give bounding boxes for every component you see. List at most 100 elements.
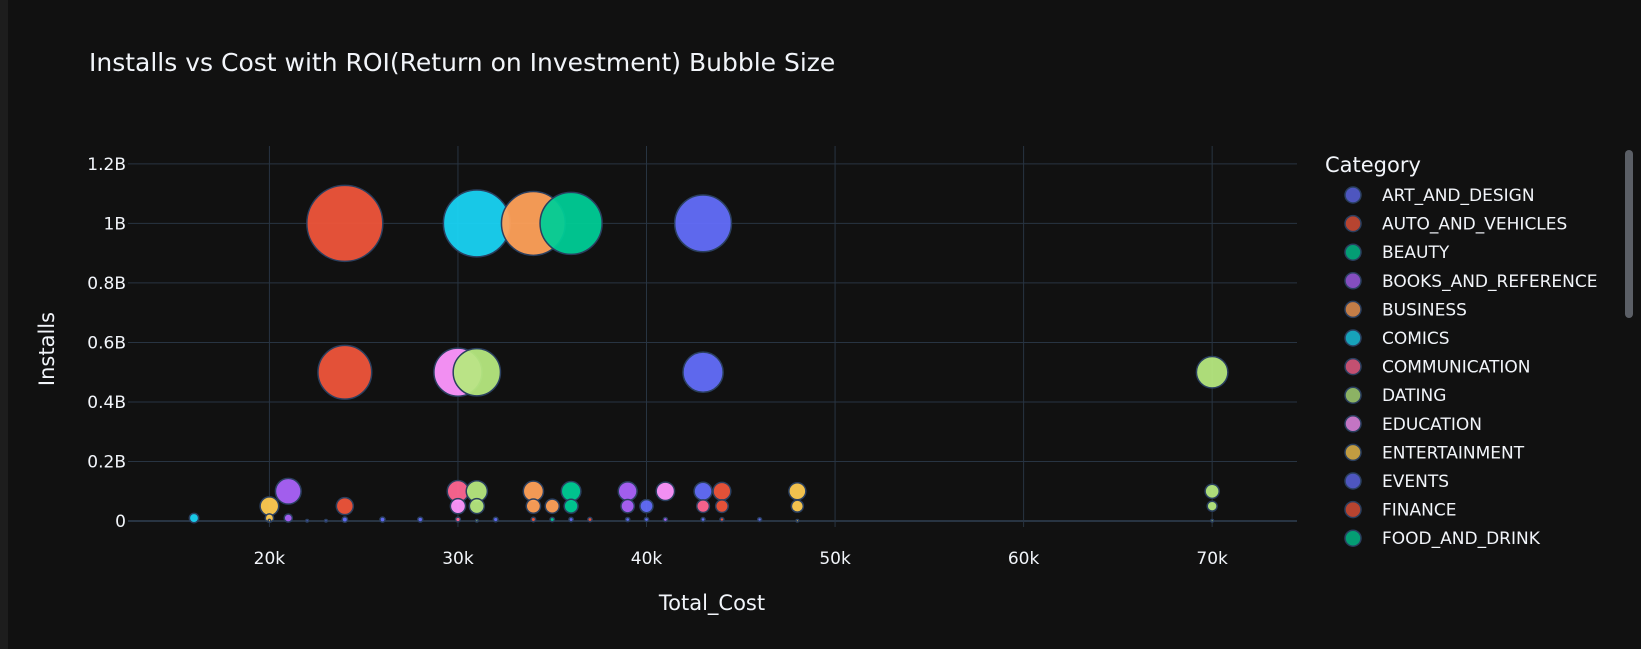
bubble-point[interactable]	[756, 516, 763, 523]
bubble-point[interactable]	[1204, 483, 1220, 500]
bubble-point[interactable]	[449, 497, 467, 515]
bubble-point[interactable]	[468, 497, 486, 515]
bubble-point[interactable]	[452, 347, 502, 397]
y-axis-title: Installs	[35, 312, 59, 386]
legend-marker	[1344, 186, 1362, 204]
legend-marker	[1344, 357, 1362, 376]
bubble-point[interactable]	[673, 194, 733, 253]
legend-item[interactable]: COMICS	[1344, 329, 1450, 349]
y-tick-label: 0.8B	[87, 274, 126, 294]
bubble-point[interactable]	[587, 516, 593, 523]
bubble-point[interactable]	[568, 516, 575, 523]
bubble-point[interactable]	[549, 516, 556, 523]
bubble-point[interactable]	[539, 191, 603, 256]
legend[interactable]: ART_AND_DESIGN AUTO_AND_VEHICLES BEAUTY BOO…	[1344, 186, 1597, 549]
x-tick-label: 40k	[631, 549, 663, 569]
x-tick-label: 60k	[1008, 549, 1040, 569]
legend-marker	[1344, 272, 1362, 290]
bubble-point[interactable]	[323, 518, 329, 523]
bubble-point[interactable]	[1210, 518, 1215, 523]
legend-label: EVENTS	[1382, 472, 1449, 492]
legend-item[interactable]: DATING	[1344, 386, 1446, 406]
bubble-point[interactable]	[617, 481, 638, 502]
bubble-point[interactable]	[788, 482, 807, 501]
legend-item[interactable]: BEAUTY	[1344, 243, 1450, 263]
legend-label: COMICS	[1382, 329, 1450, 349]
legend-item[interactable]: FOOD_AND_DRINK	[1344, 529, 1541, 549]
bubble-point[interactable]	[379, 516, 386, 523]
legend-item[interactable]: AUTO_AND_VEHICLES	[1344, 214, 1567, 235]
bubble-point[interactable]	[682, 351, 724, 394]
legend-label: DATING	[1382, 386, 1446, 406]
bubble-point[interactable]	[693, 481, 713, 502]
y-tick-label: 0.2B	[87, 453, 126, 473]
bubble-layer[interactable]	[188, 184, 1229, 524]
legend-marker	[1344, 300, 1362, 319]
legend-item[interactable]: EDUCATION	[1344, 415, 1482, 435]
legend-label: EDUCATION	[1382, 415, 1482, 435]
bubble-point[interactable]	[283, 513, 294, 523]
bubble-point[interactable]	[474, 518, 479, 523]
x-tick-label: 30k	[442, 549, 474, 569]
bubble-point[interactable]	[188, 512, 200, 524]
bubble-point[interactable]	[795, 518, 800, 523]
y-tick-label: 0.6B	[87, 333, 126, 353]
legend-item[interactable]: ENTERTAINMENT	[1344, 443, 1525, 463]
legend-marker	[1344, 214, 1362, 233]
bubble-point[interactable]	[267, 518, 272, 523]
legend-marker	[1344, 500, 1362, 519]
bubble-point[interactable]	[259, 496, 280, 517]
bubble-point[interactable]	[492, 516, 499, 523]
legend-item[interactable]: EVENTS	[1344, 472, 1449, 492]
bubble-point[interactable]	[274, 477, 302, 505]
bubble-point[interactable]	[525, 498, 542, 515]
legend-marker	[1344, 243, 1362, 261]
legend-label: BEAUTY	[1382, 243, 1450, 263]
bubble-point[interactable]	[417, 516, 424, 523]
legend-item[interactable]: BUSINESS	[1344, 300, 1467, 320]
bubble-point[interactable]	[335, 496, 355, 516]
legend-label: ENTERTAINMENT	[1382, 443, 1525, 463]
bubble-point[interactable]	[714, 499, 729, 514]
bubble-point[interactable]	[1195, 355, 1229, 389]
bubble-point[interactable]	[639, 498, 654, 514]
bubble-point[interactable]	[662, 516, 669, 523]
bubble-point[interactable]	[454, 516, 462, 523]
bubble-point[interactable]	[442, 189, 511, 258]
legend-label: BUSINESS	[1382, 300, 1467, 320]
grid-layer	[128, 146, 1297, 527]
bubble-point[interactable]	[560, 480, 582, 502]
x-axis-ticks: 20k 30k 40k 50k 60k 70k	[254, 549, 1228, 569]
bubble-point[interactable]	[624, 516, 631, 523]
bubble-point[interactable]	[305, 518, 310, 523]
legend-item[interactable]: ART_AND_DESIGN	[1344, 186, 1535, 206]
bubble-point[interactable]	[643, 516, 650, 523]
bubble-point[interactable]	[695, 499, 711, 514]
bubble-point[interactable]	[544, 498, 561, 514]
bubble-point[interactable]	[790, 499, 805, 513]
legend-scrollbar[interactable]	[1625, 150, 1633, 318]
bubble-point[interactable]	[655, 481, 676, 502]
legend-title: Category	[1325, 153, 1421, 177]
bubble-point[interactable]	[317, 344, 373, 400]
x-tick-label: 20k	[254, 549, 286, 569]
legend-item[interactable]: COMMUNICATION	[1344, 357, 1530, 378]
bubble-point[interactable]	[530, 516, 537, 523]
bubble-point[interactable]	[700, 516, 706, 523]
legend-item[interactable]: FINANCE	[1344, 500, 1456, 521]
y-tick-label: 0.4B	[87, 393, 126, 413]
window-edge	[0, 0, 8, 649]
x-tick-label: 70k	[1196, 549, 1228, 569]
bubble-point[interactable]	[341, 516, 349, 523]
bubble-point[interactable]	[306, 184, 384, 263]
y-tick-label: 1.2B	[87, 155, 126, 175]
bubble-point[interactable]	[1206, 500, 1218, 512]
legend-marker	[1344, 329, 1362, 347]
legend-item[interactable]: BOOKS_AND_REFERENCE	[1344, 272, 1597, 292]
bubble-point[interactable]	[563, 498, 579, 514]
bubble-point[interactable]	[620, 498, 636, 514]
bubble-point[interactable]	[719, 516, 725, 523]
bubble-point[interactable]	[712, 481, 732, 501]
legend-marker	[1344, 386, 1362, 404]
